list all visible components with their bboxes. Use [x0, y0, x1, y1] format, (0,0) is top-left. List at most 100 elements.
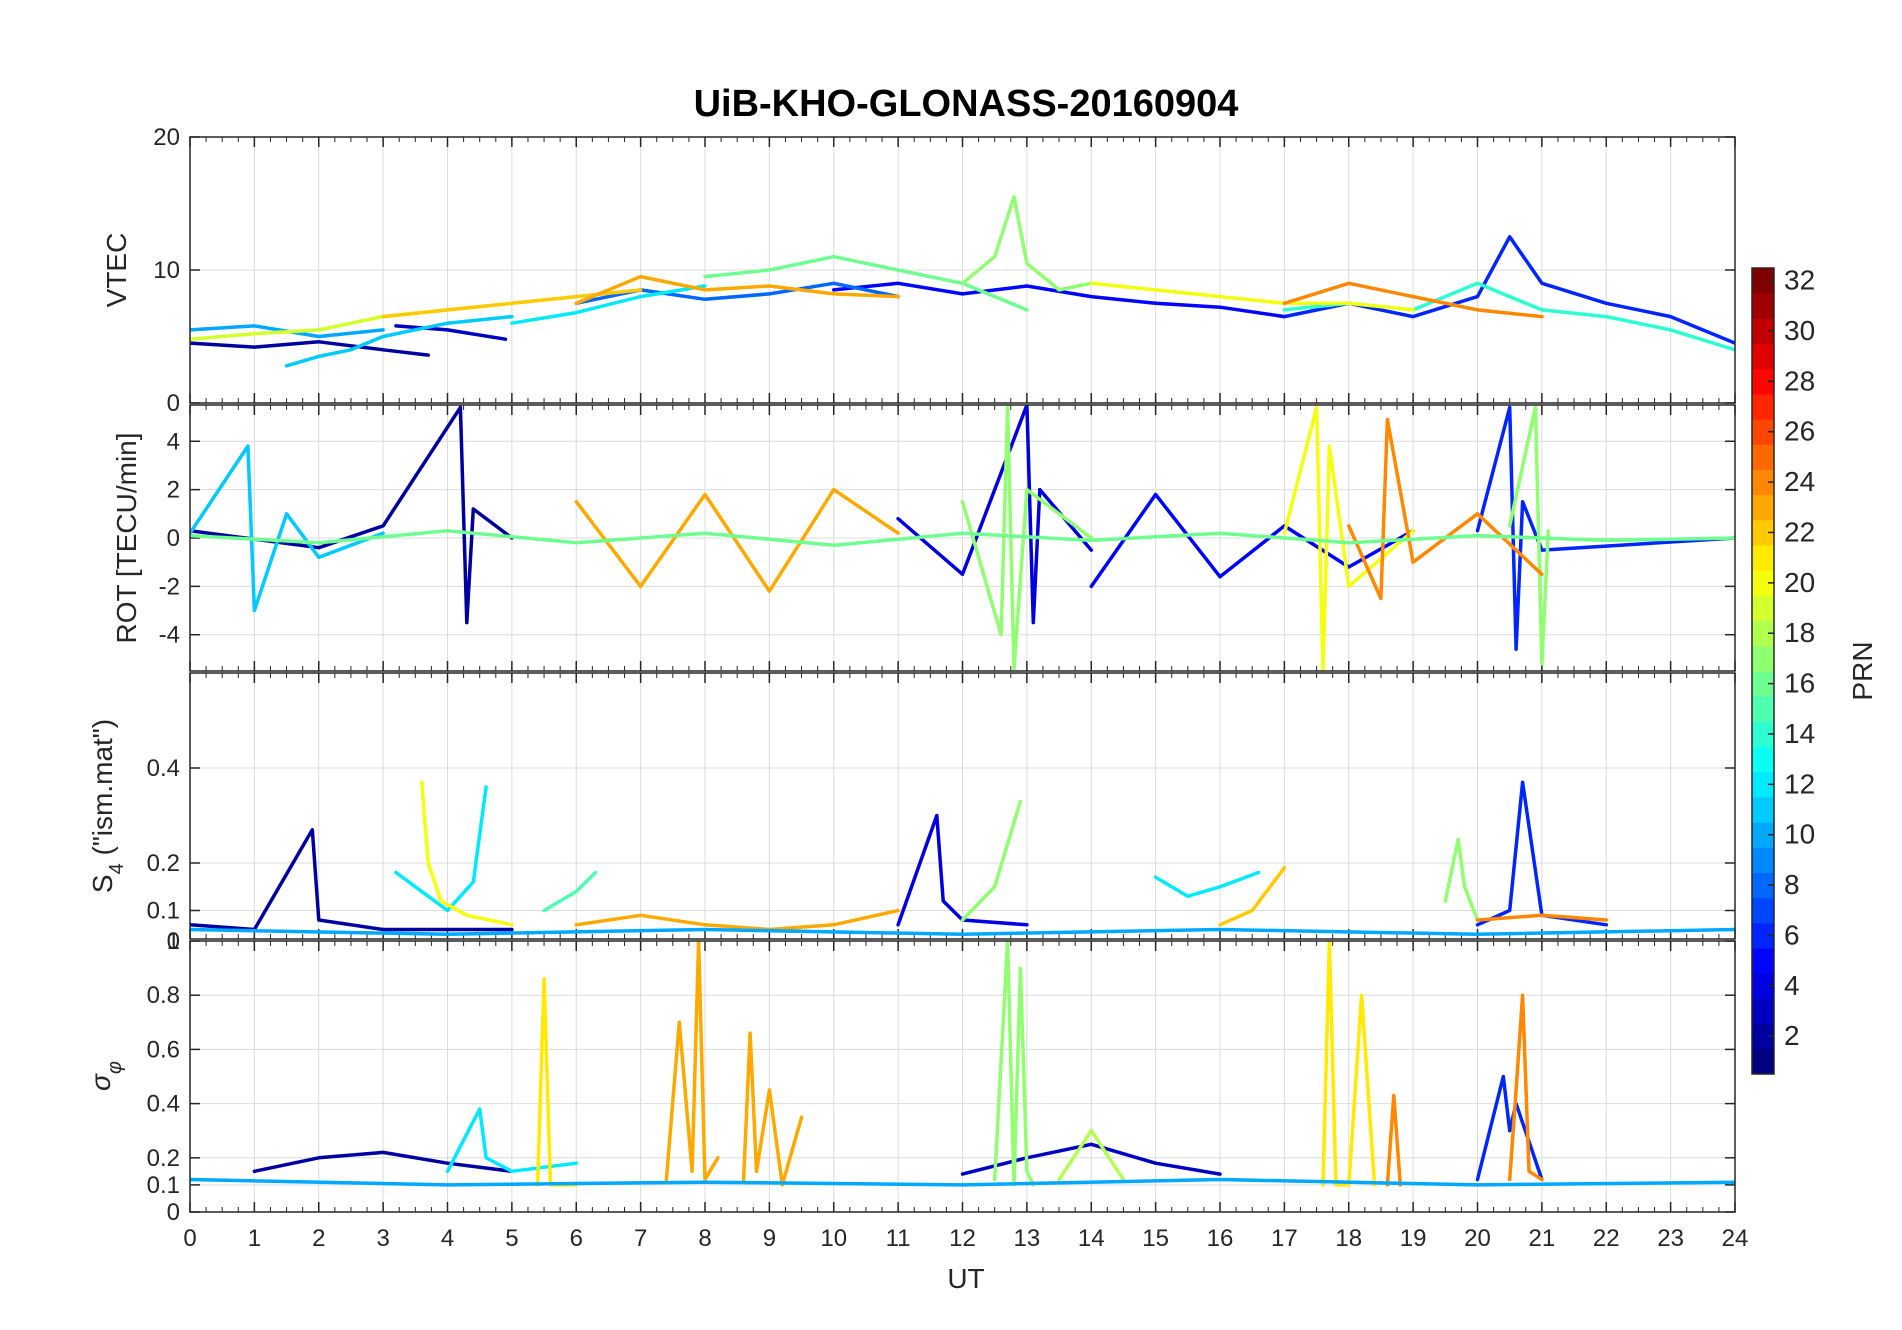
- y-tick-label: 10: [153, 257, 180, 284]
- data-point-prn-23: [574, 301, 578, 305]
- data-point-prn-16: [961, 531, 964, 535]
- data-point-prn-11: [246, 444, 250, 448]
- series-line-prn-23: [574, 274, 900, 306]
- data-point-prn-6: [1514, 647, 1518, 651]
- x-tick-label: 24: [1722, 1225, 1749, 1252]
- data-point-prn-2: [310, 828, 314, 832]
- data-point-prn-12: [703, 284, 707, 288]
- data-point-prn-20: [510, 923, 514, 927]
- data-point-prn-17: [993, 1178, 997, 1181]
- data-point-prn-23: [767, 1088, 771, 1092]
- data-point-prn-17: [961, 281, 964, 285]
- x-tick-label: 17: [1271, 1225, 1298, 1252]
- colorbar-segment: [1752, 444, 1774, 470]
- data-point-prn-24: [1282, 301, 1286, 305]
- series-line-prn-21: [1321, 941, 1377, 1187]
- panel-rot-series: [190, 405, 1735, 671]
- data-point-prn-2: [252, 1169, 256, 1173]
- data-point-prn-6: [1508, 405, 1512, 409]
- data-point-prn-17: [1463, 885, 1467, 889]
- series-line-prn-24: [1347, 417, 1544, 601]
- data-point-prn-6: [1540, 281, 1544, 285]
- data-point-prn-5: [1089, 584, 1093, 588]
- colorbar-segment: [1752, 721, 1774, 748]
- data-point-prn-10: [703, 928, 707, 931]
- series-line-prn-12: [1153, 870, 1261, 899]
- y-tick-label: 0.4: [147, 755, 180, 782]
- colorbar-segment: [1752, 696, 1774, 722]
- data-point-prn-11: [510, 315, 514, 319]
- panel-rot-frame: [189, 404, 1736, 672]
- data-point-prn-6: [1476, 295, 1479, 299]
- data-point-prn-17: [1540, 662, 1544, 666]
- data-point-prn-10: [1218, 1178, 1222, 1181]
- colorbar-segment: [1752, 620, 1774, 647]
- colorbar-segment: [1752, 268, 1774, 294]
- data-point-prn-24: [1604, 918, 1608, 922]
- colorbar-segment: [1752, 519, 1774, 546]
- data-point-prn-2: [381, 1150, 385, 1154]
- data-point-prn-20: [1089, 281, 1093, 285]
- colorbar-segment: [1752, 822, 1774, 848]
- data-point-prn-2: [381, 524, 385, 528]
- data-point-prn-10: [252, 324, 256, 328]
- x-tick-label: 8: [698, 1225, 711, 1252]
- colorbar-segment: [1752, 570, 1774, 596]
- data-point-prn-20: [420, 780, 424, 784]
- data-point-prn-20: [426, 861, 430, 865]
- data-point-prn-6: [1521, 500, 1525, 504]
- colorbar-segment: [1752, 796, 1774, 823]
- data-point-prn-23: [639, 275, 643, 279]
- data-point-prn-22: [510, 301, 514, 305]
- x-tick-label: 7: [634, 1225, 647, 1252]
- data-point-prn-2: [317, 918, 321, 922]
- data-point-prn-17: [1025, 261, 1029, 265]
- x-tick-label: 4: [441, 1225, 454, 1252]
- y-tick-label: 0.4: [147, 1091, 180, 1118]
- y-tick-label: 0.6: [147, 1036, 180, 1063]
- data-point-prn-15: [574, 890, 578, 893]
- y-tick-label: 0: [167, 1199, 180, 1226]
- x-tick-label: 13: [1014, 1225, 1041, 1252]
- data-point-prn-23: [832, 923, 836, 927]
- data-point-prn-5: [1347, 565, 1351, 569]
- data-point-prn-10: [703, 1180, 707, 1184]
- data-point-prn-14: [1282, 308, 1286, 312]
- data-point-prn-6: [1282, 315, 1286, 319]
- data-point-prn-21: [542, 977, 546, 981]
- colorbar-segment: [1752, 318, 1774, 345]
- colorbar-tick-label: 12: [1784, 768, 1815, 799]
- colorbar-segment: [1752, 771, 1774, 798]
- data-point-prn-6: [1501, 1075, 1505, 1078]
- data-point-prn-24: [1540, 572, 1544, 576]
- data-point-prn-23: [755, 1169, 758, 1173]
- colorbar-segment: [1752, 368, 1774, 395]
- data-point-prn-12: [420, 890, 424, 893]
- colorbar-label: PRN: [1847, 641, 1878, 700]
- colorbar-segment: [1752, 469, 1774, 496]
- series-line-prn-17: [992, 941, 1036, 1187]
- data-point-prn-8: [703, 297, 707, 301]
- data-point-prn-21: [1347, 1183, 1351, 1187]
- data-point-prn-23: [767, 284, 771, 288]
- data-point-prn-24: [1514, 1088, 1518, 1092]
- x-tick-label: 16: [1207, 1225, 1234, 1252]
- colorbar-segment: [1752, 1048, 1774, 1075]
- data-point-prn-24: [1411, 295, 1415, 299]
- colorbar-tick-label: 2: [1784, 1020, 1800, 1051]
- data-point-prn-14: [1540, 308, 1544, 312]
- series-line-prn-20: [1089, 281, 1415, 312]
- data-point-prn-24: [1540, 315, 1544, 319]
- data-point-prn-23: [896, 531, 900, 535]
- data-point-prn-16: [832, 255, 836, 259]
- data-point-prn-16: [1089, 538, 1093, 542]
- colorbar-segment: [1752, 998, 1774, 1025]
- data-point-prn-20: [1218, 295, 1222, 299]
- colorbar-tick-label: 32: [1784, 265, 1815, 296]
- data-point-prn-3: [394, 324, 398, 328]
- data-point-prn-17: [1533, 405, 1537, 409]
